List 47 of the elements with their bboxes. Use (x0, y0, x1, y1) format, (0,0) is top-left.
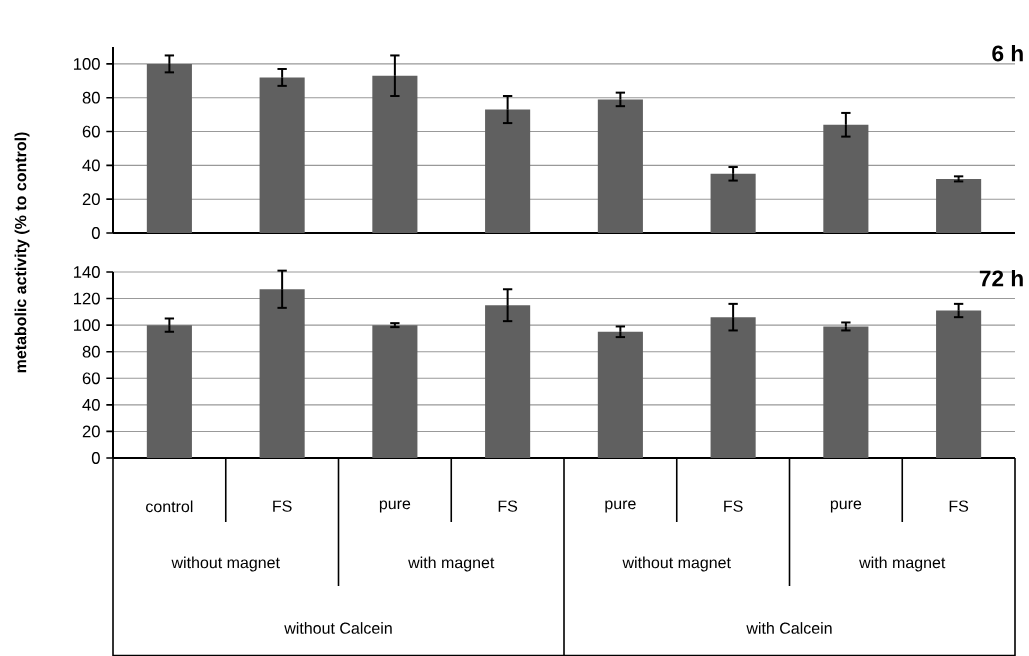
chart-title: 72 h (979, 269, 1023, 287)
bar (372, 75, 418, 233)
y-tick-label: 60 (82, 372, 100, 385)
bar (146, 325, 192, 458)
bar (710, 173, 756, 233)
y-tick-label: 80 (82, 345, 100, 358)
text: without magnet (171, 556, 280, 572)
x-tick-label: FS (724, 500, 743, 512)
bar (597, 99, 643, 233)
bar (485, 305, 531, 458)
y-tick-label: 120 (73, 292, 100, 305)
x-tick-label: pure (605, 500, 636, 513)
x-tick-label: pure (379, 500, 411, 513)
bar (710, 317, 756, 458)
x-tick-label: pure (830, 500, 862, 513)
y-tick-label: 0 (91, 227, 100, 239)
chart-title: 6 h (992, 44, 1023, 62)
y-tick-label: 0 (91, 452, 100, 464)
x-tick-label: FS (273, 500, 292, 512)
y-tick-label: 140 (73, 266, 100, 278)
bar (259, 289, 305, 458)
x-tick-label: FS (949, 500, 969, 512)
text: without Calcein (284, 622, 392, 634)
bar (936, 178, 982, 233)
y-tick-label: 40 (82, 159, 100, 172)
bar (936, 310, 982, 458)
text: with magnet (408, 556, 495, 572)
bar (259, 77, 305, 233)
y-tick-label: 20 (82, 193, 100, 206)
y-tick-label: 100 (73, 319, 100, 332)
y-tick-label: 60 (82, 125, 100, 138)
bar (146, 63, 192, 233)
bar (597, 331, 643, 458)
x-tick-label: FS (498, 500, 518, 512)
text: with magnet (859, 556, 946, 572)
x-tick-label: control (146, 500, 193, 513)
y-tick-label: 40 (82, 398, 100, 411)
text: with Calcein (746, 622, 832, 634)
y-tick-label: 80 (82, 91, 100, 104)
y-axis-title: metabolic activity (% to control) (14, 132, 30, 373)
text: without magnet (622, 556, 731, 572)
bar (823, 326, 869, 458)
bar (823, 124, 869, 233)
bar (485, 109, 531, 233)
y-tick-label: 100 (73, 58, 100, 70)
bar (372, 325, 418, 458)
y-tick-label: 20 (82, 425, 100, 438)
